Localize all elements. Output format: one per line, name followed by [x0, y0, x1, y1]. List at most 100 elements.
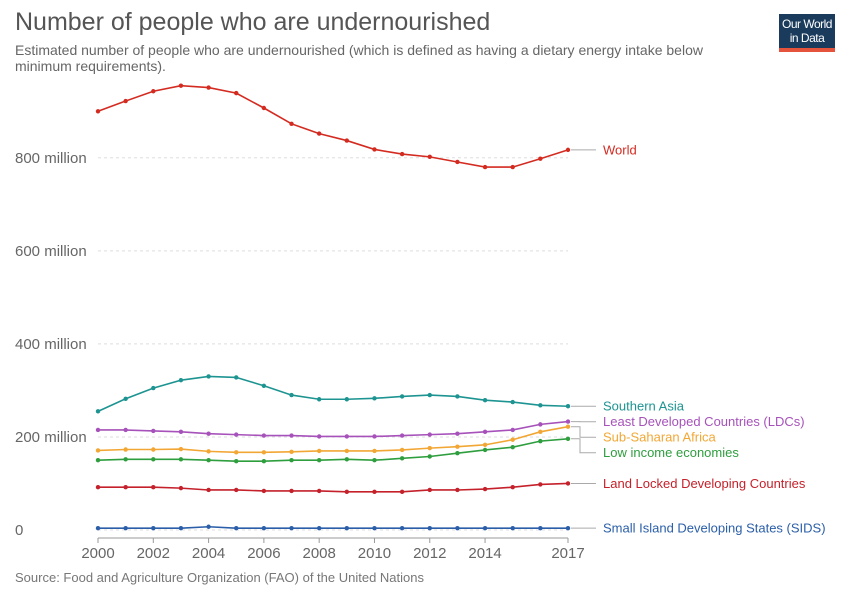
data-point[interactable]	[234, 90, 239, 96]
series-line[interactable]	[97, 425, 569, 454]
data-point[interactable]	[95, 448, 101, 453]
data-point[interactable]	[151, 385, 156, 391]
data-point[interactable]	[455, 487, 460, 493]
data-point[interactable]	[510, 437, 515, 442]
owid-logo[interactable]: Our World in Data	[779, 14, 835, 52]
data-point[interactable]	[316, 131, 322, 136]
data-point[interactable]	[344, 448, 350, 454]
data-point[interactable]	[206, 458, 211, 463]
data-point[interactable]	[372, 458, 377, 463]
data-point[interactable]	[427, 487, 432, 493]
data-point[interactable]	[178, 525, 184, 531]
data-point[interactable]	[151, 89, 156, 94]
data-point[interactable]	[565, 404, 571, 409]
data-point[interactable]	[565, 481, 571, 486]
data-point[interactable]	[427, 392, 432, 398]
data-point[interactable]	[123, 447, 128, 452]
series-line[interactable]	[98, 525, 568, 529]
data-point[interactable]	[399, 394, 405, 399]
data-point[interactable]	[234, 487, 239, 493]
data-point[interactable]	[482, 429, 488, 435]
data-point[interactable]	[289, 525, 294, 531]
data-point[interactable]	[289, 121, 294, 127]
data-point[interactable]	[95, 109, 101, 114]
data-point[interactable]	[344, 138, 350, 143]
data-point[interactable]	[234, 458, 239, 464]
data-point[interactable]	[151, 484, 156, 490]
data-point[interactable]	[399, 489, 405, 495]
data-point[interactable]	[455, 444, 460, 449]
data-point[interactable]	[289, 458, 294, 463]
data-point[interactable]	[427, 445, 432, 451]
data-point[interactable]	[455, 394, 460, 399]
data-point[interactable]	[538, 438, 543, 444]
data-point[interactable]	[399, 151, 405, 157]
data-point[interactable]	[206, 487, 211, 493]
data-point[interactable]	[565, 436, 571, 442]
data-point[interactable]	[427, 154, 432, 160]
data-point[interactable]	[455, 525, 460, 531]
data-point[interactable]	[206, 431, 211, 436]
series-label[interactable]: Southern Asia	[603, 399, 685, 414]
data-point[interactable]	[123, 396, 128, 401]
data-point[interactable]	[316, 488, 322, 494]
data-point[interactable]	[510, 399, 515, 405]
series-line[interactable]	[97, 438, 569, 462]
data-point[interactable]	[455, 451, 460, 456]
data-point[interactable]	[372, 434, 377, 439]
data-point[interactable]	[289, 392, 294, 398]
data-point[interactable]	[565, 525, 571, 531]
data-point[interactable]	[261, 450, 267, 455]
series-label[interactable]: World	[603, 142, 637, 157]
data-point[interactable]	[95, 525, 101, 531]
data-point[interactable]	[234, 450, 239, 455]
data-point[interactable]	[123, 525, 128, 531]
series-label[interactable]: Low income economies	[603, 445, 739, 460]
data-point[interactable]	[427, 454, 432, 459]
data-point[interactable]	[372, 525, 377, 531]
data-point[interactable]	[344, 397, 350, 402]
series-line[interactable]	[97, 375, 569, 413]
data-point[interactable]	[206, 449, 211, 454]
data-point[interactable]	[510, 525, 515, 531]
data-point[interactable]	[344, 434, 350, 439]
data-point[interactable]	[372, 448, 377, 454]
data-point[interactable]	[482, 525, 488, 531]
data-point[interactable]	[95, 427, 101, 433]
data-point[interactable]	[178, 457, 184, 462]
data-point[interactable]	[482, 164, 488, 170]
series-line[interactable]	[98, 420, 569, 438]
data-point[interactable]	[510, 444, 515, 450]
data-point[interactable]	[399, 456, 405, 461]
data-point[interactable]	[95, 409, 101, 414]
data-point[interactable]	[234, 525, 239, 531]
data-point[interactable]	[316, 525, 322, 531]
data-point[interactable]	[538, 403, 543, 408]
data-point[interactable]	[178, 429, 184, 435]
data-point[interactable]	[151, 447, 156, 452]
data-point[interactable]	[151, 525, 156, 531]
data-point[interactable]	[261, 383, 267, 388]
data-point[interactable]	[316, 458, 322, 463]
data-point[interactable]	[178, 485, 184, 491]
data-point[interactable]	[372, 147, 377, 152]
data-point[interactable]	[234, 432, 239, 437]
data-point[interactable]	[510, 427, 515, 433]
data-point[interactable]	[565, 147, 571, 153]
data-point[interactable]	[538, 525, 543, 531]
data-point[interactable]	[261, 488, 267, 494]
data-point[interactable]	[482, 442, 488, 448]
data-point[interactable]	[455, 431, 460, 436]
data-point[interactable]	[206, 374, 211, 379]
data-point[interactable]	[372, 489, 377, 495]
data-point[interactable]	[538, 156, 543, 161]
data-point[interactable]	[178, 377, 184, 383]
data-point[interactable]	[399, 525, 405, 531]
data-point[interactable]	[372, 396, 377, 401]
data-point[interactable]	[151, 457, 156, 462]
data-point[interactable]	[538, 422, 543, 427]
data-point[interactable]	[123, 484, 128, 490]
series-line[interactable]	[97, 84, 569, 168]
data-point[interactable]	[344, 525, 350, 531]
data-point[interactable]	[316, 448, 322, 454]
